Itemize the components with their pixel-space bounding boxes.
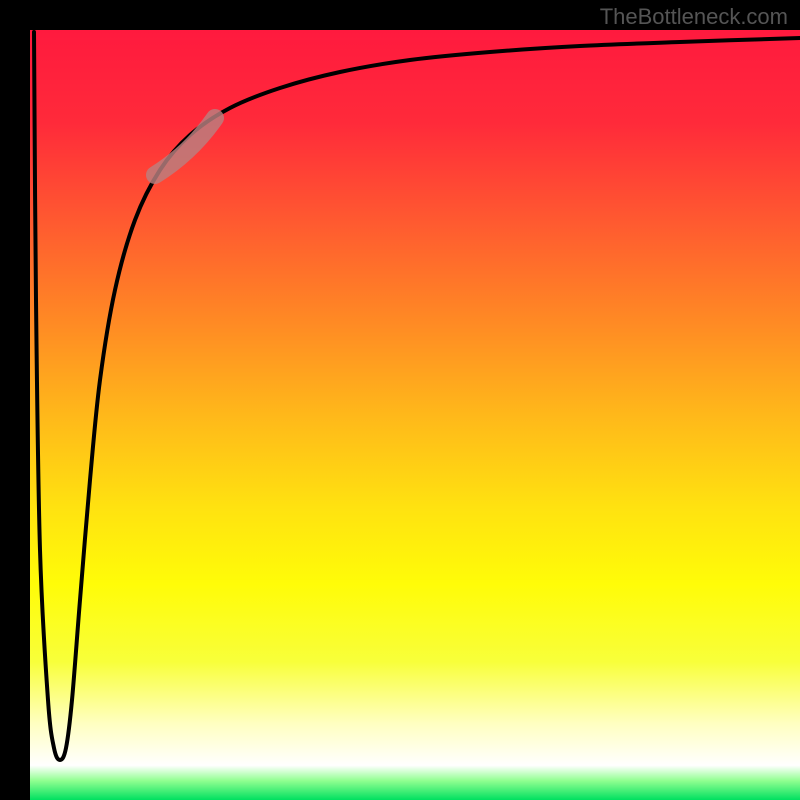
bottleneck-curve	[34, 32, 800, 760]
plot-area	[30, 30, 800, 800]
curve-layer	[30, 30, 800, 800]
highlight-segment	[155, 118, 215, 175]
bottleneck-chart: TheBottleneck.com	[0, 0, 800, 800]
signature-watermark: TheBottleneck.com	[600, 4, 788, 30]
